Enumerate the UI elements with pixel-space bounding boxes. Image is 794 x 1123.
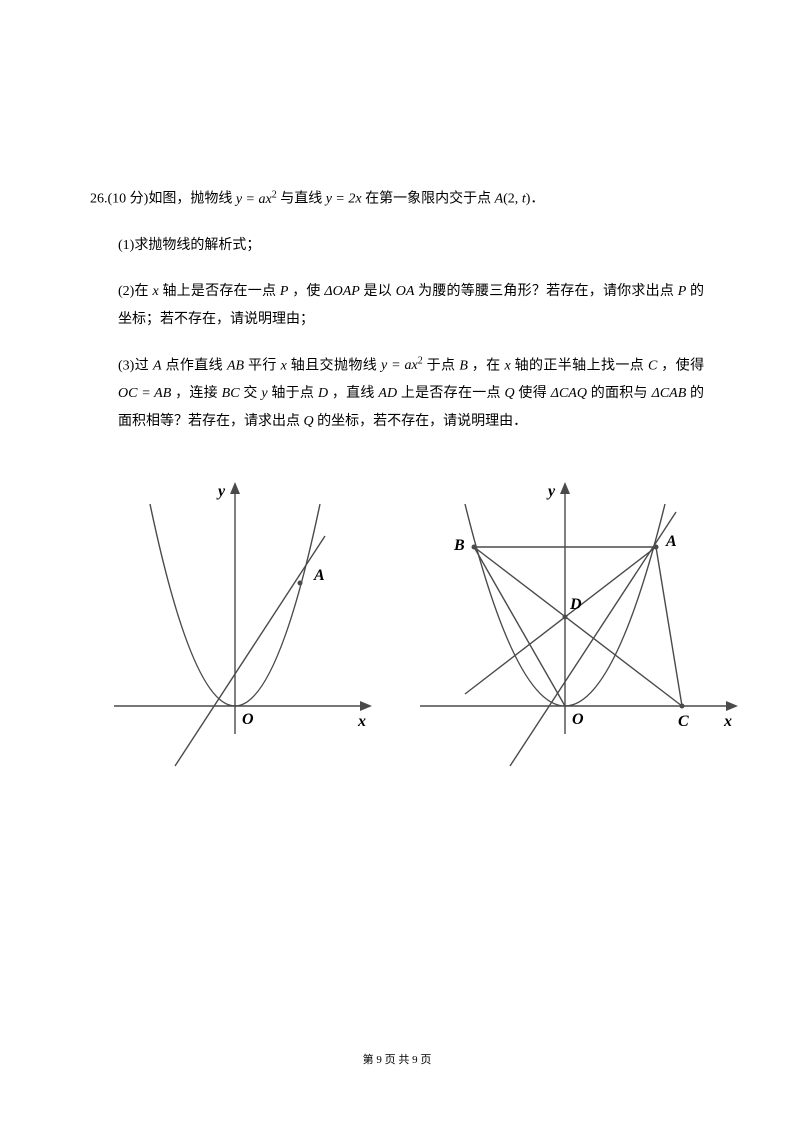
- q3-t3: 平行: [244, 358, 281, 373]
- q2-t1: 在: [134, 284, 152, 299]
- segment-BC: [474, 547, 682, 706]
- label-C: C: [678, 713, 689, 730]
- stem-t1: 如图，抛物线: [148, 192, 236, 207]
- q3-B: B: [459, 358, 468, 373]
- point-C-marker: [680, 704, 685, 709]
- point-D-marker: [563, 615, 568, 620]
- q2-OA: OA: [396, 284, 415, 299]
- q2-t5: 为腰的等腰三角形？若存在，请你求出点: [414, 284, 677, 299]
- x-arrow-icon: [360, 701, 372, 711]
- figure-2-svg: y x O A B C D: [410, 474, 750, 774]
- label-y: y: [546, 483, 556, 500]
- y-arrow-icon: [230, 482, 240, 494]
- sub-question-3: (3)过 A 点作直线 AB 平行 x 轴且交抛物线 y = ax2 于点 B …: [90, 352, 704, 437]
- q3-AB: AB: [227, 358, 244, 373]
- q3-OC: OC = AB: [118, 386, 171, 401]
- q3-t6: ，在: [468, 358, 505, 373]
- q3-t7: 轴的正半轴上找一点: [511, 358, 648, 373]
- point-A-marker: [654, 545, 659, 550]
- q3-t14: 使得: [515, 386, 551, 401]
- q3-t17: 的坐标，若不存在，请说明理由．: [314, 414, 528, 429]
- label-y: y: [216, 483, 226, 500]
- point-A-marker: [298, 581, 303, 586]
- q1-prefix: (1): [118, 238, 134, 253]
- q3-t11: 轴于点: [268, 386, 318, 401]
- q2-t3: ，使: [288, 284, 324, 299]
- eq-line: y = 2x: [326, 192, 362, 207]
- label-A: A: [665, 533, 677, 550]
- q2-prefix: (2): [118, 284, 134, 299]
- figure-2: y x O A B C D: [410, 474, 750, 779]
- point-B-marker: [472, 545, 477, 550]
- point-A: A(2, t): [495, 192, 531, 207]
- page-footer: 第 9 页 共 9 页: [0, 1051, 794, 1067]
- problem-stem: 26.(10 分)如图，抛物线 y = ax2 与直线 y = 2x 在第一象限…: [90, 185, 704, 214]
- figures-row: y x O A: [100, 474, 704, 779]
- q2-t2: 轴上是否存在一点: [159, 284, 280, 299]
- q3-t13: 上是否存在一点: [397, 386, 504, 401]
- q3-prefix: (3): [118, 358, 134, 373]
- q3-AD: AD: [378, 386, 397, 401]
- label-B: B: [453, 537, 465, 554]
- figure-1-svg: y x O A: [100, 474, 380, 774]
- segment-AC: [656, 547, 682, 706]
- sub-question-2: (2)在 x 轴上是否存在一点 P ，使 ΔOAP 是以 OA 为腰的等腰三角形…: [90, 278, 704, 334]
- problem-points: (10 分): [108, 192, 149, 207]
- stem-t2: 与直线: [277, 192, 326, 207]
- figure-1: y x O A: [100, 474, 380, 779]
- segment-OB: [474, 547, 565, 706]
- q3-C: C: [648, 358, 657, 373]
- label-O: O: [242, 711, 254, 728]
- q3-t2: 点作直线: [162, 358, 227, 373]
- q3-D: D: [318, 386, 328, 401]
- stem-t4: ．: [530, 192, 544, 207]
- q3-t8: ，使得: [657, 358, 704, 373]
- q3-tri1: ΔCAQ: [551, 386, 587, 401]
- q3-t9: ，连接: [171, 386, 221, 401]
- q3-t10: 交: [240, 386, 262, 401]
- q3-t4: 轴且交抛物线: [287, 358, 381, 373]
- label-x: x: [357, 713, 366, 730]
- sub-question-1: (1)求抛物线的解析式；: [90, 232, 704, 260]
- q3-A: A: [153, 358, 162, 373]
- q3-Q2: Q: [304, 414, 314, 429]
- q3-BC: BC: [222, 386, 240, 401]
- label-x: x: [723, 713, 732, 730]
- x-arrow-icon: [726, 701, 738, 711]
- y-arrow-icon: [560, 482, 570, 494]
- q3-t5: 于点: [423, 358, 460, 373]
- q2-t4: 是以: [360, 284, 396, 299]
- label-D: D: [569, 596, 582, 613]
- label-O: O: [572, 711, 584, 728]
- q2-tri: ΔOAP: [324, 284, 359, 299]
- label-A: A: [313, 567, 325, 584]
- q3-tri2: ΔCAB: [652, 386, 687, 401]
- segment-AD: [465, 547, 656, 694]
- eq-parabola: y = ax2: [236, 192, 277, 207]
- q1-text: 求抛物线的解析式；: [134, 238, 260, 253]
- q3-t1: 过: [134, 358, 153, 373]
- footer-text: 第 9 页 共 9 页: [363, 1054, 432, 1066]
- q3-eq: y = ax2: [381, 358, 423, 373]
- q3-Q: Q: [505, 386, 515, 401]
- stem-t3: 在第一象限内交于点: [362, 192, 495, 207]
- line-curve: [175, 536, 325, 766]
- q3-t15: 的面积与: [587, 386, 652, 401]
- problem-number: 26.: [90, 192, 108, 207]
- q3-t12: ，直线: [328, 386, 378, 401]
